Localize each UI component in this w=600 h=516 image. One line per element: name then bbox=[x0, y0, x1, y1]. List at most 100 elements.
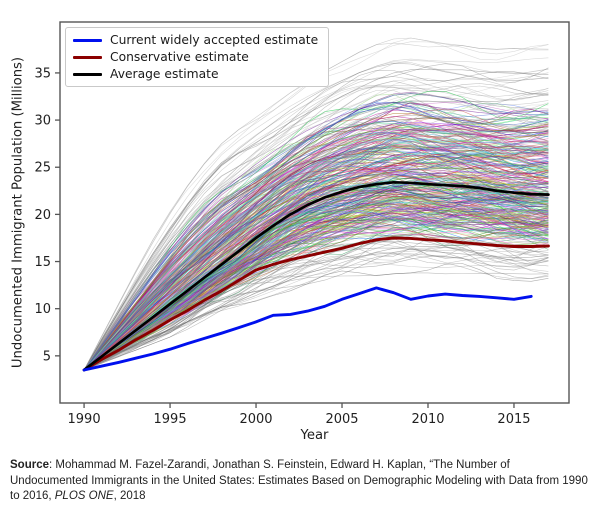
ensemble-line bbox=[83, 263, 549, 371]
y-tick-label: 10 bbox=[34, 302, 51, 317]
series-line-average-estimate bbox=[82, 180, 550, 372]
ensemble-line bbox=[83, 164, 549, 371]
source-caption-text: : Mohammad M. Fazel-Zarandi, Jonathan S.… bbox=[10, 459, 588, 502]
ensemble-line bbox=[83, 94, 549, 371]
y-tick-label: 25 bbox=[34, 161, 51, 176]
ensemble-line bbox=[83, 212, 549, 371]
y-tick-label: 35 bbox=[34, 66, 51, 81]
ensemble-line bbox=[83, 86, 549, 371]
ensemble-line bbox=[83, 254, 549, 371]
ensemble-line bbox=[83, 233, 549, 371]
legend-label-average-estimate: Average estimate bbox=[110, 67, 219, 81]
ensemble-line bbox=[83, 127, 549, 371]
ensemble-line bbox=[83, 204, 549, 371]
y-axis-label: Undocumented Immigrant Population (Milli… bbox=[10, 56, 26, 369]
ensemble-line bbox=[83, 83, 549, 371]
ensemble-line bbox=[83, 101, 549, 371]
ensemble-line bbox=[83, 202, 549, 371]
source-caption-label: Source bbox=[10, 459, 49, 471]
ensemble-line bbox=[83, 252, 549, 371]
ensemble-line bbox=[83, 138, 549, 371]
ensemble-line bbox=[83, 94, 549, 371]
source-caption-year: , 2018 bbox=[113, 490, 146, 502]
ensemble-line bbox=[83, 169, 549, 371]
ensemble-line bbox=[83, 146, 549, 371]
ensemble-lines bbox=[83, 37, 549, 371]
ensemble-line bbox=[83, 157, 549, 371]
series-line-current-estimate bbox=[82, 286, 533, 372]
ensemble-line bbox=[83, 205, 549, 371]
y-tick-label: 20 bbox=[34, 208, 51, 223]
ensemble-line bbox=[83, 207, 549, 371]
ensemble-line bbox=[83, 191, 549, 371]
legend-label-current-estimate: Current widely accepted estimate bbox=[110, 33, 319, 47]
ensemble-line bbox=[83, 263, 549, 371]
ensemble-line bbox=[83, 62, 549, 371]
legend-label-conservative-estimate: Conservative estimate bbox=[110, 50, 249, 64]
ensemble-line bbox=[83, 57, 549, 371]
ensemble-line bbox=[83, 76, 549, 371]
ensemble-line bbox=[83, 246, 549, 371]
source-caption: Source: Mohammad M. Fazel-Zarandi, Jonat… bbox=[10, 458, 588, 505]
ensemble-line bbox=[83, 142, 549, 371]
ensemble-line bbox=[83, 90, 549, 371]
legend-item-current-estimate: Current widely accepted estimate bbox=[73, 33, 318, 47]
ensemble-line bbox=[83, 165, 549, 371]
ensemble-line bbox=[83, 272, 549, 371]
x-tick-label: 1990 bbox=[68, 412, 101, 427]
ensemble-line bbox=[83, 125, 549, 371]
legend-swatch-current-estimate bbox=[73, 38, 102, 42]
ensemble-line bbox=[83, 217, 549, 371]
ensemble-line bbox=[83, 124, 549, 371]
ensemble-line bbox=[83, 77, 549, 371]
ensemble-line bbox=[83, 245, 549, 371]
ensemble-line bbox=[83, 128, 549, 371]
population-estimates-chart: 1990 1995 2000 2005 2010 2015 5 10 15 20 25 30 35 bbox=[34, 21, 570, 427]
series-line-conservative-estimate bbox=[82, 236, 550, 372]
ensemble-line bbox=[83, 240, 549, 371]
ensemble-line bbox=[83, 138, 549, 371]
ensemble-line bbox=[83, 233, 549, 371]
ensemble-line bbox=[83, 61, 549, 371]
y-tick-label: 5 bbox=[43, 349, 51, 364]
ensemble-line bbox=[83, 136, 549, 371]
ensemble-line bbox=[83, 249, 549, 371]
ensemble-line bbox=[83, 63, 549, 371]
x-tick-label: 1995 bbox=[154, 412, 187, 427]
ensemble-line bbox=[83, 173, 549, 371]
ensemble-line bbox=[83, 78, 549, 371]
x-axis-label: Year bbox=[300, 428, 329, 443]
ensemble-line bbox=[83, 241, 549, 371]
x-tick-label: 2015 bbox=[497, 412, 530, 427]
ensemble-line bbox=[83, 70, 549, 371]
legend-swatch-conservative-estimate bbox=[73, 55, 102, 59]
ensemble-line bbox=[83, 118, 549, 371]
ensemble-line bbox=[83, 169, 549, 371]
ensemble-line bbox=[83, 108, 549, 371]
ensemble-line bbox=[83, 60, 549, 371]
plot-border bbox=[59, 21, 570, 404]
ensemble-line bbox=[83, 172, 549, 371]
ensemble-line bbox=[83, 102, 549, 371]
ensemble-line bbox=[83, 94, 549, 371]
chart-legend: Current widely accepted estimate Conserv… bbox=[65, 27, 330, 87]
ensemble-line bbox=[83, 115, 549, 371]
ensemble-line bbox=[83, 80, 549, 371]
x-tick-label: 2010 bbox=[411, 412, 444, 427]
ensemble-line bbox=[83, 246, 549, 371]
ensemble-line bbox=[83, 93, 549, 371]
ensemble-line bbox=[83, 136, 549, 371]
ensemble-line bbox=[83, 156, 549, 371]
ensemble-line bbox=[83, 168, 549, 371]
legend-swatch-average-estimate bbox=[73, 72, 102, 76]
source-caption-journal: PLOS ONE bbox=[54, 490, 114, 502]
y-tick-label: 15 bbox=[34, 255, 51, 270]
legend-item-conservative-estimate: Conservative estimate bbox=[73, 50, 318, 64]
ensemble-line bbox=[83, 255, 549, 371]
x-tick-label: 2005 bbox=[325, 412, 358, 427]
ensemble-line bbox=[83, 252, 549, 371]
ensemble-line bbox=[83, 108, 549, 371]
ensemble-line bbox=[83, 171, 549, 371]
ensemble-line bbox=[83, 102, 549, 371]
